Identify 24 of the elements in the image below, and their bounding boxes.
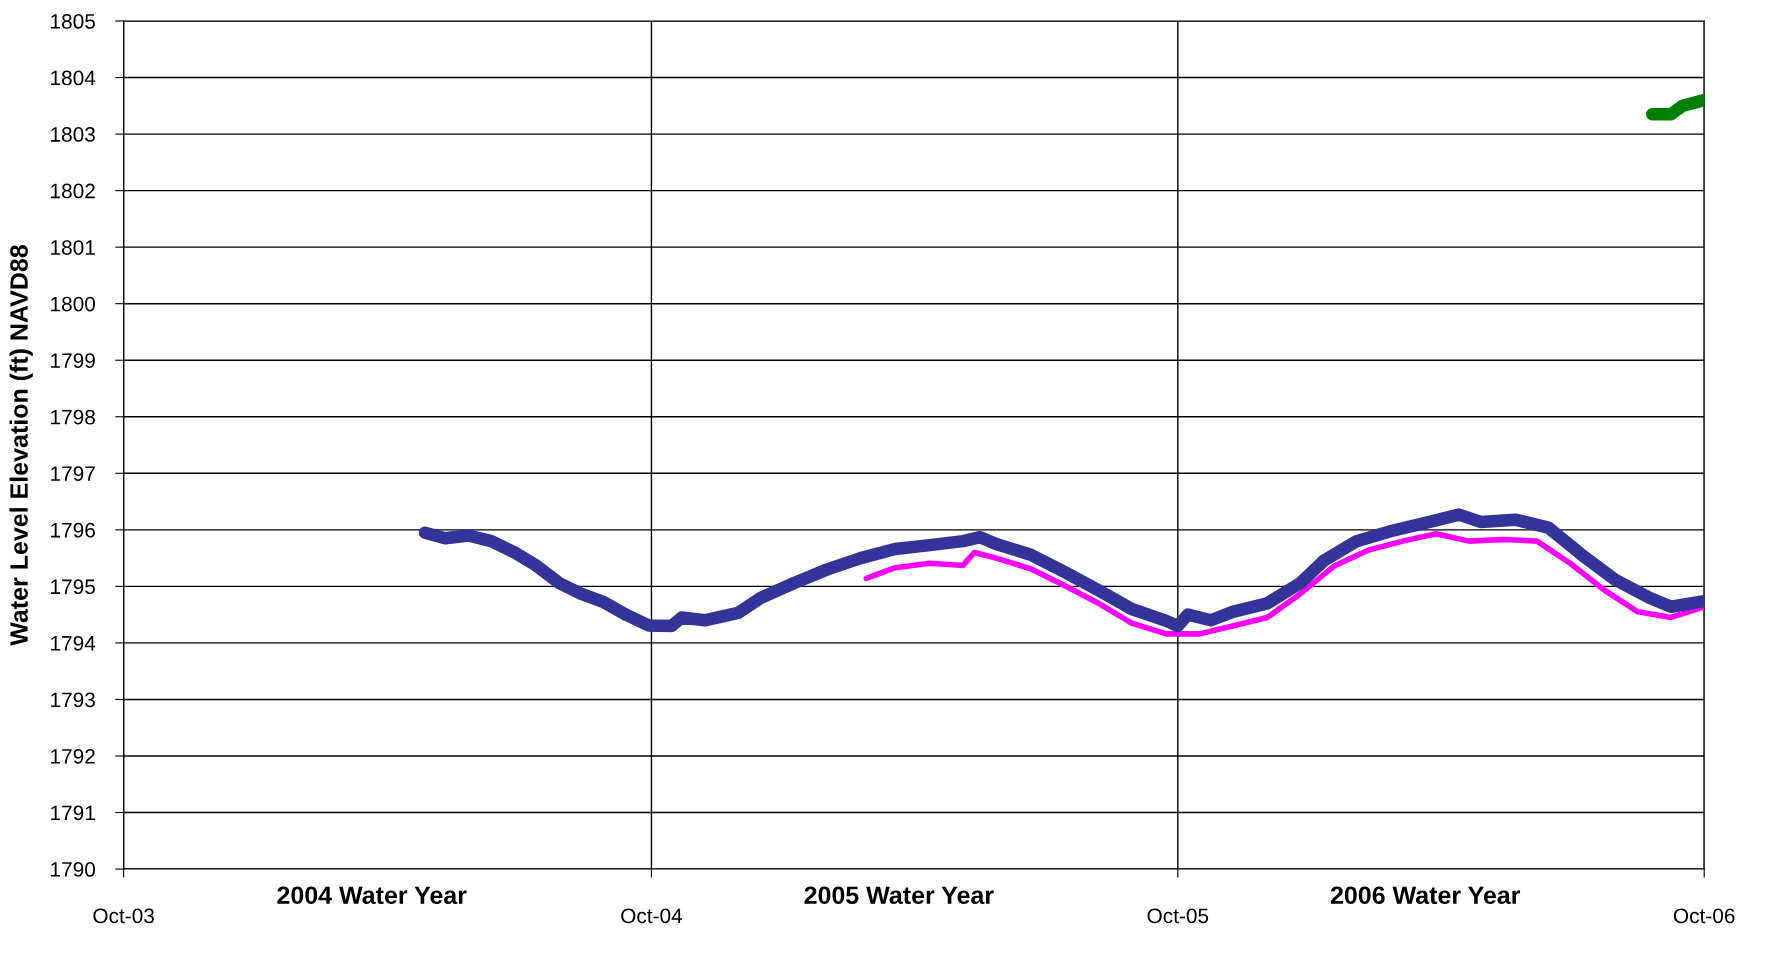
y-tick-label: 1800	[51, 296, 96, 312]
y-tick-label: 1795	[51, 579, 95, 595]
y-tick-label: 1798	[51, 409, 95, 425]
text: 2005 Water Year	[804, 886, 994, 905]
y-tick-label: 1801	[51, 240, 95, 255]
y-tick-label: 1797	[51, 466, 95, 482]
x-tick-label: Oct-06	[1673, 908, 1735, 924]
y-tick-label: 1793	[51, 692, 95, 708]
y-tick-label: 1805	[51, 14, 95, 29]
y-axis-title: Water Level Elevation (ft) NAVD88	[9, 245, 33, 646]
y-tick-label: 1792	[51, 748, 95, 764]
x-tick-label: Oct-04	[621, 908, 683, 924]
y-tick-label: 1804	[51, 70, 96, 86]
y-tick-label: 1794	[51, 635, 96, 651]
text: 2004 Water Year	[277, 886, 467, 905]
y-tick-label: 1799	[51, 353, 95, 368]
text: 2006 Water Year	[1330, 886, 1521, 905]
y-tick-label: 1803	[51, 127, 95, 142]
x-tick-label: Oct-05	[1147, 908, 1209, 924]
y-tick-label: 1790	[51, 862, 96, 877]
y-tick-label: 1802	[51, 183, 95, 199]
x-tick-label: Oct-03	[93, 908, 154, 924]
y-tick-label: 1796	[51, 522, 95, 538]
y-tick-label: 1791	[51, 805, 95, 821]
